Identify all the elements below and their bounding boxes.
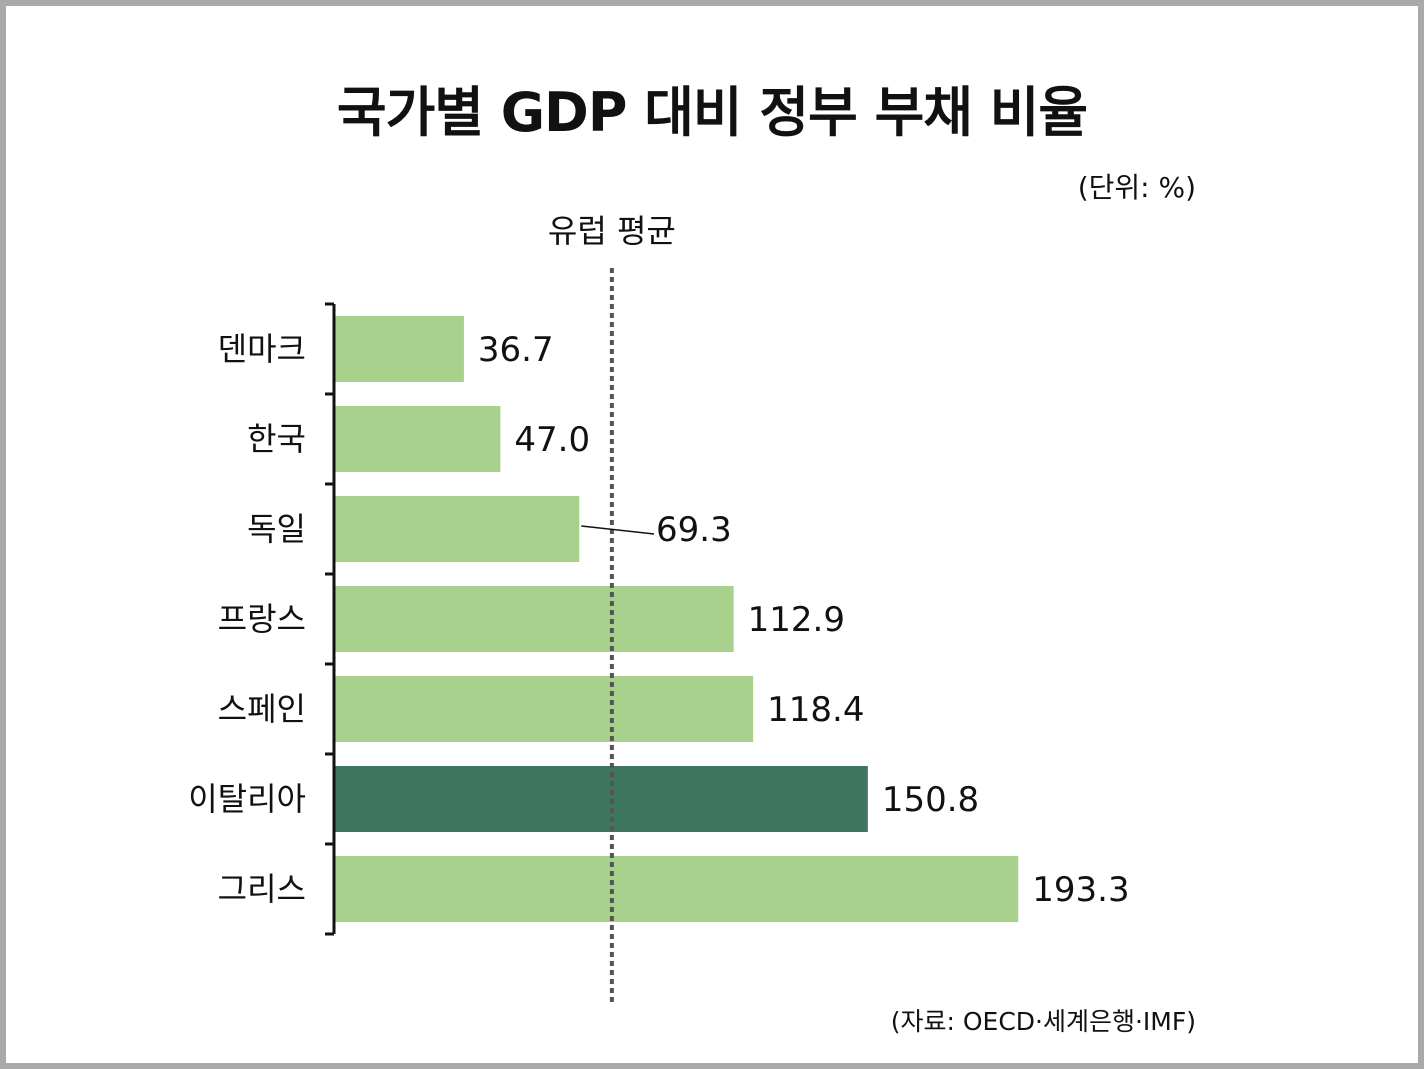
bar-3	[334, 496, 580, 562]
value-label: 193.3	[1032, 870, 1129, 910]
bar-6	[334, 766, 868, 832]
value-label: 118.4	[767, 690, 864, 730]
value-label: 36.7	[478, 330, 554, 370]
axis-layer	[325, 302, 336, 936]
category-label: 독일	[247, 510, 306, 548]
bar-4	[334, 586, 734, 652]
category-label: 스페인	[218, 690, 306, 728]
bars-layer	[334, 316, 1019, 922]
category-label: 프랑스	[218, 600, 306, 638]
category-label: 한국	[247, 420, 306, 458]
labels-layer: 덴마크 36.7 한국 47.0 독일 69.3 프랑스 112.9 스페인 118.4 이탈리아 1…	[188, 330, 1129, 910]
value-label: 150.8	[882, 780, 979, 820]
category-label: 그리스	[218, 870, 306, 908]
unit-label: (단위: %)	[1077, 171, 1196, 204]
reference-line-label: 유럽 평균	[548, 212, 676, 250]
bar-2	[334, 406, 501, 472]
value-label: 47.0	[514, 420, 590, 460]
bar-1	[334, 316, 464, 382]
leader-line	[581, 525, 655, 535]
source-note: (자료: OECD·세계은행·IMF)	[890, 1007, 1196, 1036]
value-label: 112.9	[748, 600, 845, 640]
reference-layer: 유럽 평균	[548, 212, 676, 1004]
bar-5	[334, 676, 754, 742]
chart-title: 국가별 GDP 대비 정부 부채 비율	[336, 81, 1088, 144]
bar-7	[334, 856, 1019, 922]
value-label: 69.3	[656, 510, 732, 550]
category-label: 덴마크	[218, 330, 306, 368]
bar-chart: 유럽 평균 덴마크 36.7 한국 47.0 독일 69.3 프랑스 112.9 스페인 118.…	[188, 212, 1130, 1004]
category-label: 이탈리아	[188, 780, 306, 818]
